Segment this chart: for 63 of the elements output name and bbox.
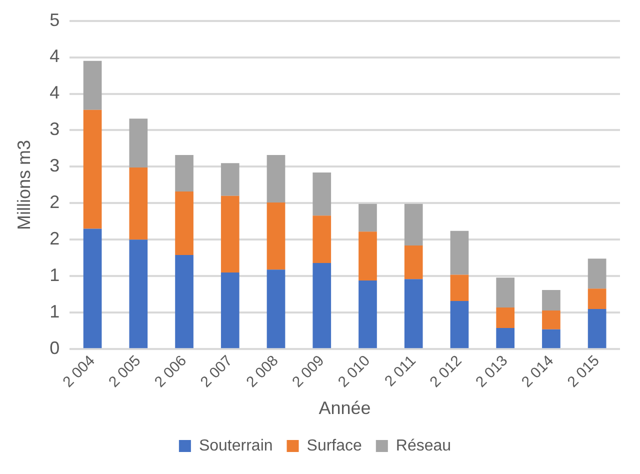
bar [220, 196, 240, 273]
x-tick-label: 2 009 [289, 352, 328, 391]
bar [220, 272, 240, 348]
x-tick-label: 2 013 [472, 352, 512, 391]
bar [83, 60, 102, 110]
y-tick-label: 5 [50, 10, 60, 30]
bar [312, 172, 332, 216]
x-tick-label: 2 014 [518, 352, 557, 391]
legend-label: Réseau [396, 437, 452, 454]
bar [129, 240, 148, 348]
x-tick-label: 2 005 [106, 352, 144, 391]
bar [496, 308, 515, 328]
bar [450, 300, 469, 348]
y-tick-label: 3 [50, 119, 60, 140]
bar [175, 255, 194, 348]
y-tick-label: 2 [50, 192, 60, 212]
bar [358, 232, 377, 281]
y-axis-title: Millions m3 [14, 140, 34, 230]
bar [496, 278, 515, 308]
y-tick-label: 0 [50, 338, 60, 358]
legend-label: Souterrain [198, 437, 273, 454]
bar [404, 246, 423, 280]
bar [542, 310, 560, 330]
x-tick-label: 2 006 [151, 352, 190, 391]
bar [129, 118, 148, 168]
x-tick-label: 2 015 [564, 352, 603, 391]
x-tick-label: 2 010 [334, 352, 374, 391]
bar [450, 230, 469, 275]
bar [175, 155, 194, 192]
bar [129, 167, 148, 240]
bar [542, 329, 560, 348]
y-tick-label: 2 [50, 228, 60, 249]
bar [450, 274, 469, 301]
legend-label: Surface [306, 437, 362, 454]
x-tick-label: 2 011 [382, 352, 420, 390]
bar [588, 258, 606, 289]
y-tick-label: 1 [50, 265, 60, 286]
x-axis-title: Année [318, 398, 371, 418]
bar [358, 280, 377, 348]
bar [588, 288, 606, 309]
bar [542, 290, 560, 310]
x-tick-label: 2 008 [243, 352, 282, 391]
y-tick-label: 3 [50, 156, 60, 176]
bar [358, 204, 377, 232]
x-tick-label: 2 012 [426, 352, 466, 391]
bar [496, 328, 515, 348]
x-tick-label: 2 007 [197, 352, 236, 391]
bar [266, 202, 286, 270]
bar [83, 228, 102, 348]
x-tick-label: 2 004 [60, 352, 98, 391]
y-tick-label: 4 [50, 82, 60, 103]
bar [266, 270, 286, 348]
bar [220, 163, 240, 196]
bar [404, 204, 423, 246]
bar [588, 309, 606, 348]
y-tick-label: 4 [50, 46, 60, 66]
bar [312, 263, 332, 348]
bar [83, 110, 102, 229]
y-tick-label: 1 [50, 302, 60, 322]
bar [312, 216, 332, 264]
bar [266, 155, 286, 202]
bar [404, 279, 423, 348]
bar [175, 192, 194, 256]
